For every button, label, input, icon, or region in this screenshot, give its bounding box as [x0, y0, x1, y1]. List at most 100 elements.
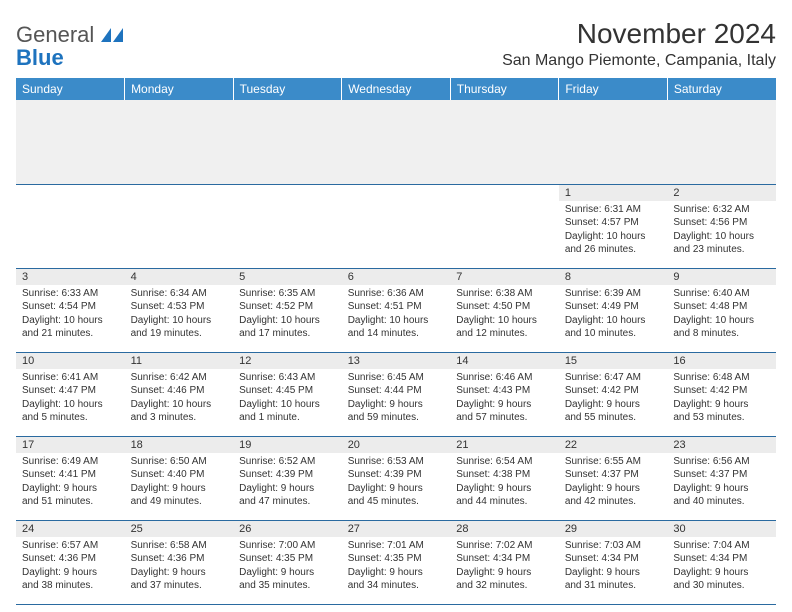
daylight-text: Daylight: 9 hours [456, 398, 553, 412]
sunset-text: Sunset: 4:51 PM [348, 300, 445, 314]
logo-word1: General [16, 22, 94, 47]
day-number: 1 [559, 185, 668, 201]
day-number: 15 [559, 353, 668, 369]
sunset-text: Sunset: 4:49 PM [565, 300, 662, 314]
sunrise-text: Sunrise: 6:40 AM [673, 287, 770, 301]
calendar-day-cell: 10Sunrise: 6:41 AMSunset: 4:47 PMDayligh… [16, 352, 125, 436]
day-number: 29 [559, 521, 668, 537]
calendar-day-cell [125, 184, 234, 268]
daylight-text: Daylight: 10 hours [239, 314, 336, 328]
calendar-week-row: 10Sunrise: 6:41 AMSunset: 4:47 PMDayligh… [16, 352, 776, 436]
sunset-text: Sunset: 4:47 PM [22, 384, 119, 398]
calendar-day-cell: 2Sunrise: 6:32 AMSunset: 4:56 PMDaylight… [667, 184, 776, 268]
sunrise-text: Sunrise: 6:31 AM [565, 203, 662, 217]
calendar-day-cell: 22Sunrise: 6:55 AMSunset: 4:37 PMDayligh… [559, 436, 668, 520]
sunset-text: Sunset: 4:34 PM [456, 552, 553, 566]
sunrise-text: Sunrise: 6:46 AM [456, 371, 553, 385]
day-number: 19 [233, 437, 342, 453]
sunrise-text: Sunrise: 6:38 AM [456, 287, 553, 301]
calendar-body: 1Sunrise: 6:31 AMSunset: 4:57 PMDaylight… [16, 184, 776, 604]
daylight-text: and 21 minutes. [22, 327, 119, 341]
sunset-text: Sunset: 4:54 PM [22, 300, 119, 314]
calendar-day-cell: 27Sunrise: 7:01 AMSunset: 4:35 PMDayligh… [342, 520, 451, 604]
sunrise-text: Sunrise: 6:43 AM [239, 371, 336, 385]
calendar-week-row: 17Sunrise: 6:49 AMSunset: 4:41 PMDayligh… [16, 436, 776, 520]
daylight-text: and 45 minutes. [348, 495, 445, 509]
sunset-text: Sunset: 4:42 PM [565, 384, 662, 398]
daylight-text: and 55 minutes. [565, 411, 662, 425]
daylight-text: Daylight: 10 hours [565, 230, 662, 244]
sunrise-text: Sunrise: 6:52 AM [239, 455, 336, 469]
daylight-text: and 8 minutes. [673, 327, 770, 341]
sunset-text: Sunset: 4:34 PM [565, 552, 662, 566]
daylight-text: and 38 minutes. [22, 579, 119, 593]
daylight-text: Daylight: 9 hours [348, 482, 445, 496]
calendar-day-cell: 17Sunrise: 6:49 AMSunset: 4:41 PMDayligh… [16, 436, 125, 520]
daylight-text: and 5 minutes. [22, 411, 119, 425]
daylight-text: Daylight: 10 hours [673, 230, 770, 244]
calendar-day-cell: 23Sunrise: 6:56 AMSunset: 4:37 PMDayligh… [667, 436, 776, 520]
sunset-text: Sunset: 4:48 PM [673, 300, 770, 314]
sunset-text: Sunset: 4:36 PM [22, 552, 119, 566]
day-number: 2 [667, 185, 776, 201]
calendar-day-cell: 7Sunrise: 6:38 AMSunset: 4:50 PMDaylight… [450, 268, 559, 352]
daylight-text: and 44 minutes. [456, 495, 553, 509]
sunrise-text: Sunrise: 6:39 AM [565, 287, 662, 301]
daylight-text: and 32 minutes. [456, 579, 553, 593]
day-number: 27 [342, 521, 451, 537]
daylight-text: and 59 minutes. [348, 411, 445, 425]
daylight-text: Daylight: 10 hours [131, 398, 228, 412]
sunrise-text: Sunrise: 7:00 AM [239, 539, 336, 553]
sunset-text: Sunset: 4:35 PM [348, 552, 445, 566]
daylight-text: and 14 minutes. [348, 327, 445, 341]
daylight-text: and 12 minutes. [456, 327, 553, 341]
day-number: 9 [667, 269, 776, 285]
weekday-header: Friday [559, 78, 668, 100]
sunset-text: Sunset: 4:46 PM [131, 384, 228, 398]
day-number: 18 [125, 437, 234, 453]
daylight-text: Daylight: 9 hours [456, 482, 553, 496]
daylight-text: Daylight: 9 hours [239, 482, 336, 496]
day-number: 25 [125, 521, 234, 537]
weekday-header: Thursday [450, 78, 559, 100]
sunrise-text: Sunrise: 6:42 AM [131, 371, 228, 385]
day-number: 23 [667, 437, 776, 453]
sunrise-text: Sunrise: 6:58 AM [131, 539, 228, 553]
calendar-day-cell [450, 184, 559, 268]
daylight-text: Daylight: 10 hours [22, 314, 119, 328]
sunrise-text: Sunrise: 6:48 AM [673, 371, 770, 385]
daylight-text: Daylight: 10 hours [673, 314, 770, 328]
sunrise-text: Sunrise: 6:54 AM [456, 455, 553, 469]
day-number: 17 [16, 437, 125, 453]
calendar-day-cell: 5Sunrise: 6:35 AMSunset: 4:52 PMDaylight… [233, 268, 342, 352]
sunrise-text: Sunrise: 6:34 AM [131, 287, 228, 301]
daylight-text: Daylight: 9 hours [673, 566, 770, 580]
calendar-day-cell [342, 184, 451, 268]
sunset-text: Sunset: 4:36 PM [131, 552, 228, 566]
sunrise-text: Sunrise: 7:04 AM [673, 539, 770, 553]
day-number: 12 [233, 353, 342, 369]
daylight-text: and 47 minutes. [239, 495, 336, 509]
calendar-day-cell: 8Sunrise: 6:39 AMSunset: 4:49 PMDaylight… [559, 268, 668, 352]
calendar-week-row: 1Sunrise: 6:31 AMSunset: 4:57 PMDaylight… [16, 184, 776, 268]
calendar-day-cell: 4Sunrise: 6:34 AMSunset: 4:53 PMDaylight… [125, 268, 234, 352]
sunset-text: Sunset: 4:44 PM [348, 384, 445, 398]
day-number: 24 [16, 521, 125, 537]
sunset-text: Sunset: 4:53 PM [131, 300, 228, 314]
calendar-page: General Blue November 2024 San Mango Pie… [0, 0, 792, 605]
sunset-text: Sunset: 4:35 PM [239, 552, 336, 566]
calendar-day-cell: 24Sunrise: 6:57 AMSunset: 4:36 PMDayligh… [16, 520, 125, 604]
logo-text-block: General Blue [16, 24, 123, 70]
daylight-text: and 35 minutes. [239, 579, 336, 593]
sunset-text: Sunset: 4:37 PM [565, 468, 662, 482]
calendar-day-cell: 14Sunrise: 6:46 AMSunset: 4:43 PMDayligh… [450, 352, 559, 436]
sunrise-text: Sunrise: 6:56 AM [673, 455, 770, 469]
logo-sail-icon [101, 28, 123, 42]
day-number: 26 [233, 521, 342, 537]
daylight-text: Daylight: 9 hours [673, 482, 770, 496]
daylight-text: and 57 minutes. [456, 411, 553, 425]
sunrise-text: Sunrise: 6:49 AM [22, 455, 119, 469]
daylight-text: and 3 minutes. [131, 411, 228, 425]
logo: General Blue [16, 18, 123, 70]
calendar-week-row: 24Sunrise: 6:57 AMSunset: 4:36 PMDayligh… [16, 520, 776, 604]
